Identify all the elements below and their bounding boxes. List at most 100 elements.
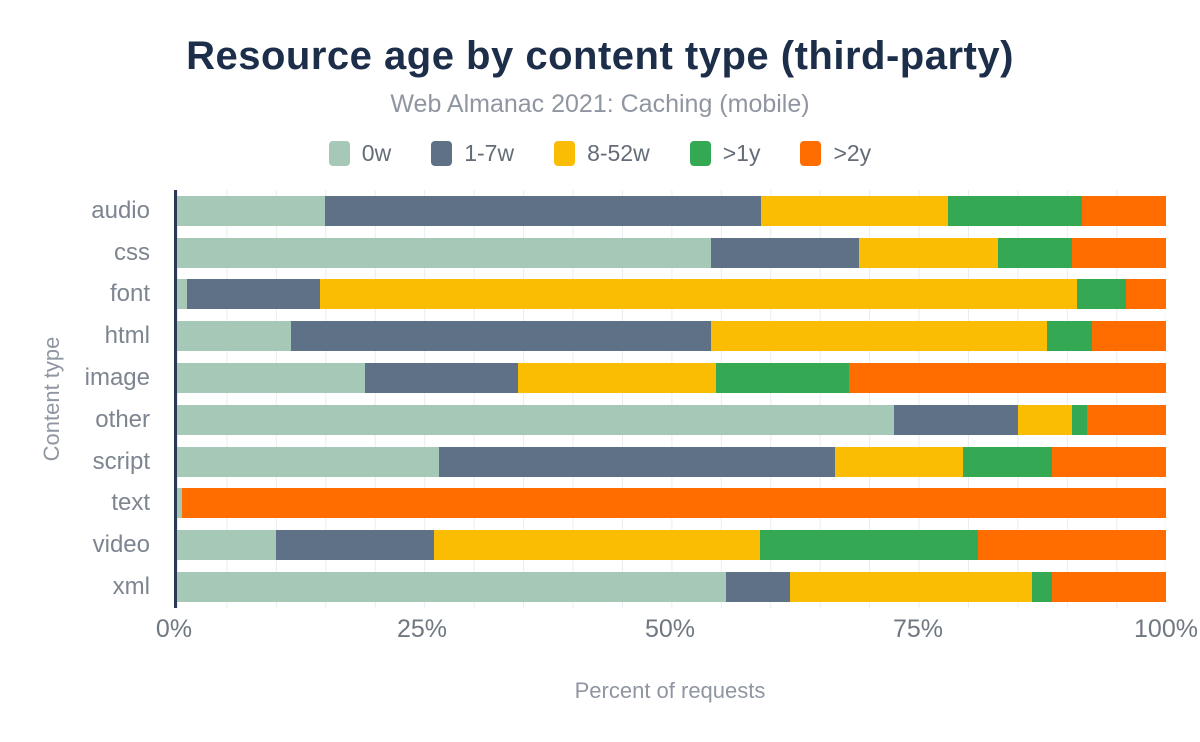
stacked-bar-text [177,488,1166,519]
stacked-bar-script [177,446,1166,477]
stacked-bar-video [177,530,1166,561]
legend-label: 0w [361,140,392,166]
bar-segment-xml-8-52w[interactable] [790,572,1033,603]
bar-segment-font->2y[interactable] [1126,279,1166,310]
legend-item-8-52w: 8-52w [554,140,650,167]
bar-segment-xml-0w[interactable] [177,572,726,603]
legend-label: >2y [833,140,872,166]
x-tick-label-50: 50% [644,615,696,643]
bar-segment-css->2y[interactable] [1072,237,1166,268]
bar-segment-image-8-52w[interactable] [518,363,716,394]
legend-swatch-icon [431,141,453,166]
bar-row-script [177,441,1166,483]
category-label-font: font [109,280,150,308]
bar-segment-other-0w[interactable] [177,404,895,435]
bar-segment-text-0w[interactable] [177,488,182,519]
bar-segment-text->2y[interactable] [181,488,1166,519]
plot-area [174,190,1166,608]
bar-segment-video->2y[interactable] [978,530,1166,561]
bar-segment-script-1-7w[interactable] [439,446,835,477]
legend-item->2y: >2y [800,140,871,167]
x-tick-label-0: 0% [155,615,193,643]
bar-segment-audio-8-52w[interactable] [760,195,949,226]
bar-segment-image-0w[interactable] [177,363,365,394]
bar-segment-audio-1-7w[interactable] [325,195,761,226]
category-label-css: css [114,238,150,266]
x-axis-ticks: 0% 25% 50% 75% 100% [156,615,1198,647]
stacked-bar-audio [177,195,1166,226]
legend-item-0w: 0w [328,140,392,167]
bar-segment-video-1-7w[interactable] [275,530,435,561]
bar-segment-video-8-52w[interactable] [434,530,761,561]
legend-label: >1y [722,140,761,166]
bar-segment-other-8-52w[interactable] [1017,404,1073,435]
bar-segment-image->1y[interactable] [715,363,850,394]
bar-segment-html->1y[interactable] [1047,321,1092,352]
x-axis-title: Percent of requests [574,678,766,703]
legend-swatch-icon [554,141,576,166]
category-label-text: text [111,489,150,517]
legend: 0w 1-7w 8-52w >1y >2y [0,140,1200,167]
category-label-html: html [104,322,150,350]
bar-row-other [177,399,1166,441]
legend-label: 1-7w [464,140,515,166]
bar-row-font [177,274,1166,316]
category-label-video: video [92,531,150,559]
bar-segment-script-0w[interactable] [177,446,440,477]
x-tick-label-100: 100% [1134,615,1198,643]
bar-segment-audio-0w[interactable] [177,195,326,226]
stacked-bar-html [177,321,1166,352]
bar-segment-css-1-7w[interactable] [711,237,860,268]
category-label-script: script [92,447,150,475]
bar-segment-css-0w[interactable] [177,237,712,268]
x-tick-label-25: 25% [396,615,448,643]
stacked-bar-xml [177,572,1166,603]
bar-segment-other->2y[interactable] [1086,404,1166,435]
bar-segment-script->2y[interactable] [1052,446,1166,477]
bar-segment-audio->2y[interactable] [1081,195,1166,226]
stacked-bar-css [177,237,1166,268]
bar-segment-xml->1y[interactable] [1032,572,1053,603]
bar-segment-script->1y[interactable] [963,446,1053,477]
bar-segment-xml->2y[interactable] [1052,572,1166,603]
stacked-bar-other [177,404,1166,435]
chart-title: Resource age by content type (third-part… [186,34,1014,78]
x-tick-label-75: 75% [892,615,944,643]
bar-segment-image->2y[interactable] [849,363,1166,394]
bar-row-image [177,357,1166,399]
bar-segment-html->2y[interactable] [1091,321,1166,352]
bar-segment-css->1y[interactable] [997,237,1073,268]
bar-segment-other->1y[interactable] [1072,404,1087,435]
bar-segment-audio->1y[interactable] [948,195,1082,226]
bar-segment-css-8-52w[interactable] [859,237,998,268]
bar-segment-html-0w[interactable] [177,321,291,352]
legend-swatch-icon [689,141,711,166]
bar-row-xml [177,566,1166,608]
bar-segment-font->1y[interactable] [1076,279,1127,310]
bar-segment-html-8-52w[interactable] [711,321,1048,352]
bar-segment-video-0w[interactable] [177,530,276,561]
bar-row-html [177,315,1166,357]
chart-subtitle: Web Almanac 2021: Caching (mobile) [390,90,810,118]
category-label-audio: audio [91,196,150,224]
legend-swatch-icon [800,141,822,166]
stacked-bar-image [177,363,1166,394]
legend-swatch-icon [328,141,350,166]
category-label-other: other [95,405,150,433]
legend-item-1-7w: 1-7w [431,140,514,167]
legend-label: 8-52w [587,140,650,166]
bar-segment-script-8-52w[interactable] [834,446,964,477]
bar-segment-video->1y[interactable] [760,530,979,561]
bar-segment-other-1-7w[interactable] [894,404,1018,435]
bar-segment-font-1-7w[interactable] [186,279,321,310]
category-label-image: image [84,364,150,392]
bar-row-video [177,524,1166,566]
bar-segment-xml-1-7w[interactable] [725,572,791,603]
category-label-xml: xml [112,573,150,601]
bar-segment-font-0w[interactable] [177,279,187,310]
bar-segment-html-1-7w[interactable] [290,321,712,352]
bar-segment-image-1-7w[interactable] [364,363,519,394]
bar-segment-font-8-52w[interactable] [320,279,1077,310]
category-axis: audio css font html image other script text vide… [0,190,163,608]
